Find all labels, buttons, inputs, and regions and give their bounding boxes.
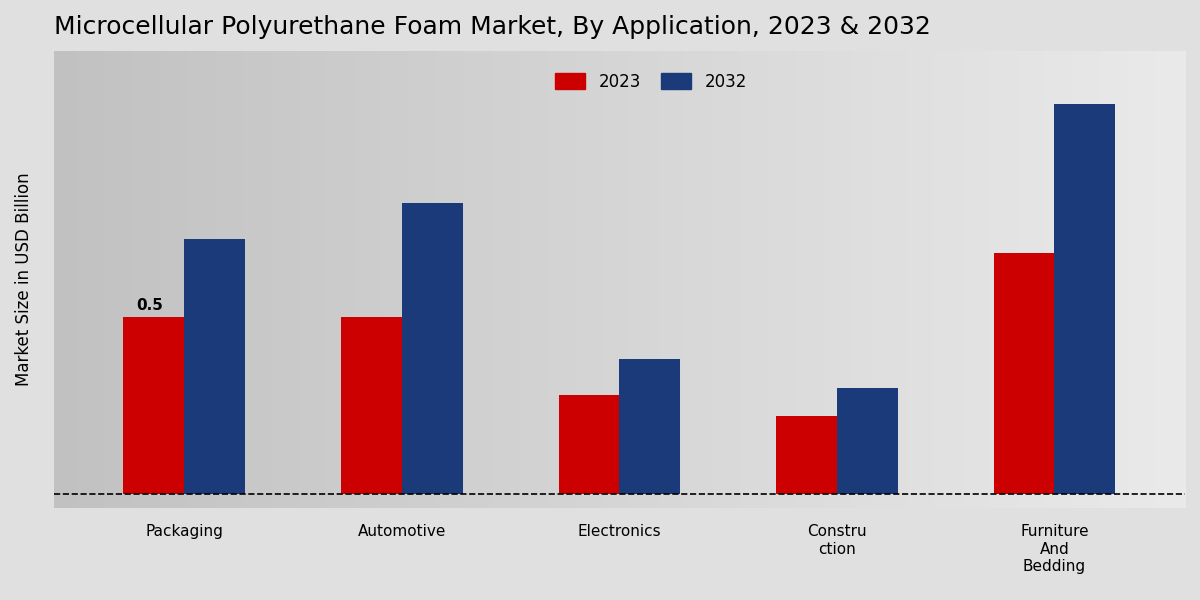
- Bar: [124, 317, 185, 494]
- Bar: [341, 317, 402, 494]
- Legend: 2023, 2032: 2023, 2032: [556, 73, 746, 91]
- Bar: [994, 253, 1055, 494]
- Y-axis label: Market Size in USD Billion: Market Size in USD Billion: [16, 173, 34, 386]
- Bar: [619, 359, 680, 494]
- Bar: [1055, 104, 1115, 494]
- Bar: [558, 395, 619, 494]
- Text: 0.5: 0.5: [137, 298, 163, 313]
- Text: Microcellular Polyurethane Foam Market, By Application, 2023 & 2032: Microcellular Polyurethane Foam Market, …: [54, 15, 931, 39]
- Bar: [185, 239, 245, 494]
- Bar: [776, 416, 836, 494]
- Bar: [402, 203, 463, 494]
- Bar: [836, 388, 898, 494]
